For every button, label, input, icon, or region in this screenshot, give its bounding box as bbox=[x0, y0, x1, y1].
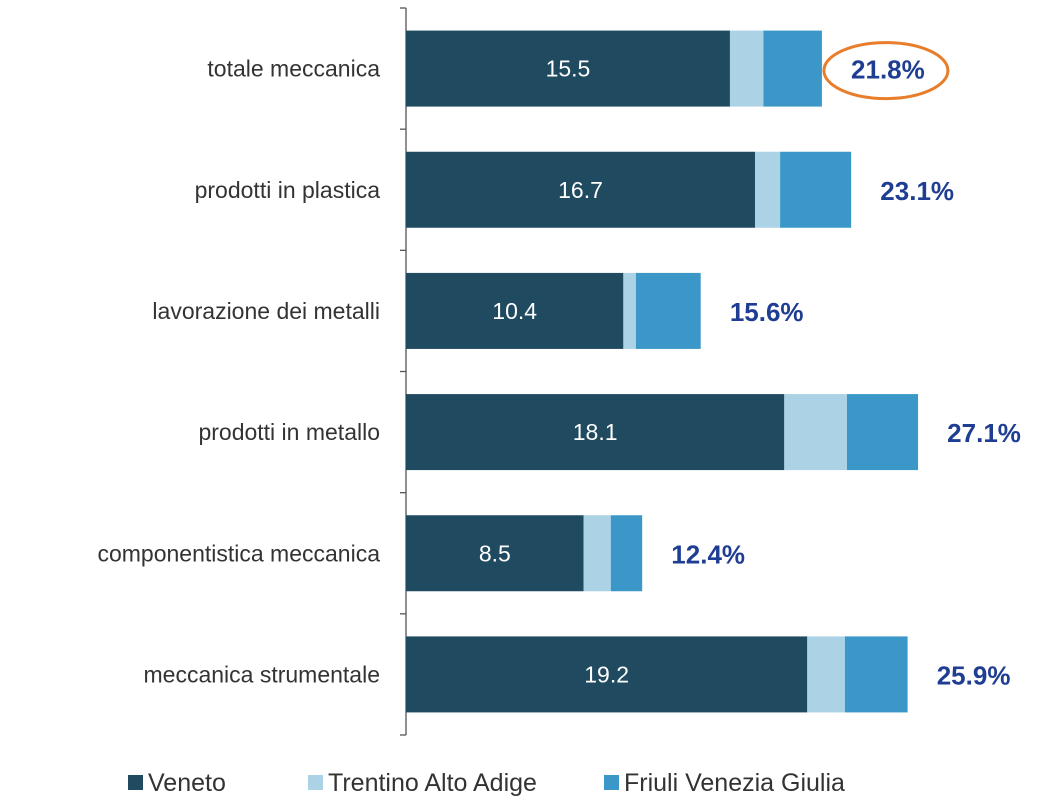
total-label: 25.9% bbox=[937, 660, 1011, 690]
category-label: prodotti in metallo bbox=[198, 419, 380, 445]
bar-segment-trentino-alto-adige bbox=[583, 515, 611, 592]
bar-segment-friuli-venezia-giulia bbox=[635, 272, 701, 349]
category-label: lavorazione dei metalli bbox=[152, 298, 380, 324]
labels: totale meccanica 15.5 21.8% prodotti in pla… bbox=[97, 41, 1021, 690]
total-label: 12.4% bbox=[671, 539, 745, 569]
bar-segment-trentino-alto-adige bbox=[807, 636, 845, 713]
bar-segment-trentino-alto-adige bbox=[729, 30, 764, 107]
bar-segment-veneto bbox=[406, 151, 756, 228]
category-label: meccanica strumentale bbox=[144, 661, 381, 687]
legend: Veneto Trentino Alto Adige Friuli Venezia … bbox=[128, 769, 845, 797]
total-label: 15.6% bbox=[730, 297, 804, 327]
legend-swatch bbox=[308, 775, 323, 790]
data-label: 8.5 bbox=[479, 540, 511, 566]
data-label: 18.1 bbox=[573, 419, 618, 445]
category-label: totale meccanica bbox=[207, 56, 380, 82]
bar-segment-friuli-venezia-giulia bbox=[763, 30, 822, 107]
total-label: 27.1% bbox=[947, 418, 1021, 448]
bar-segment-trentino-alto-adige bbox=[623, 272, 636, 349]
data-label: 19.2 bbox=[584, 661, 629, 687]
bar-segment-veneto bbox=[406, 272, 624, 349]
category-label: prodotti in plastica bbox=[195, 177, 381, 203]
total-label: 21.8% bbox=[851, 55, 925, 85]
data-label: 16.7 bbox=[558, 177, 603, 203]
legend-swatch bbox=[128, 775, 143, 790]
legend-swatch bbox=[604, 775, 619, 790]
category-label: componentistica meccanica bbox=[97, 540, 380, 566]
data-label: 15.5 bbox=[546, 56, 591, 82]
bar-segment-veneto bbox=[406, 30, 730, 107]
bars bbox=[406, 30, 919, 713]
bar-segment-veneto bbox=[406, 394, 785, 471]
bar-segment-friuli-venezia-giulia bbox=[610, 515, 643, 592]
bar-segment-veneto bbox=[406, 636, 808, 713]
category-axis bbox=[400, 7, 407, 736]
data-label: 10.4 bbox=[492, 298, 537, 324]
highlight-ellipse bbox=[822, 41, 950, 101]
total-label: 23.1% bbox=[880, 176, 954, 206]
bar-segment-trentino-alto-adige bbox=[784, 394, 847, 471]
bar-segment-friuli-venezia-giulia bbox=[844, 636, 908, 713]
bar-segment-friuli-venezia-giulia bbox=[846, 394, 919, 471]
bar-segment-veneto bbox=[406, 515, 584, 592]
legend-label: Trentino Alto Adige bbox=[328, 769, 537, 797]
legend-label: Veneto bbox=[148, 769, 226, 797]
bar-segment-friuli-venezia-giulia bbox=[780, 151, 852, 228]
bar-segment-trentino-alto-adige bbox=[755, 151, 781, 228]
legend-label: Friuli Venezia Giulia bbox=[624, 769, 845, 797]
